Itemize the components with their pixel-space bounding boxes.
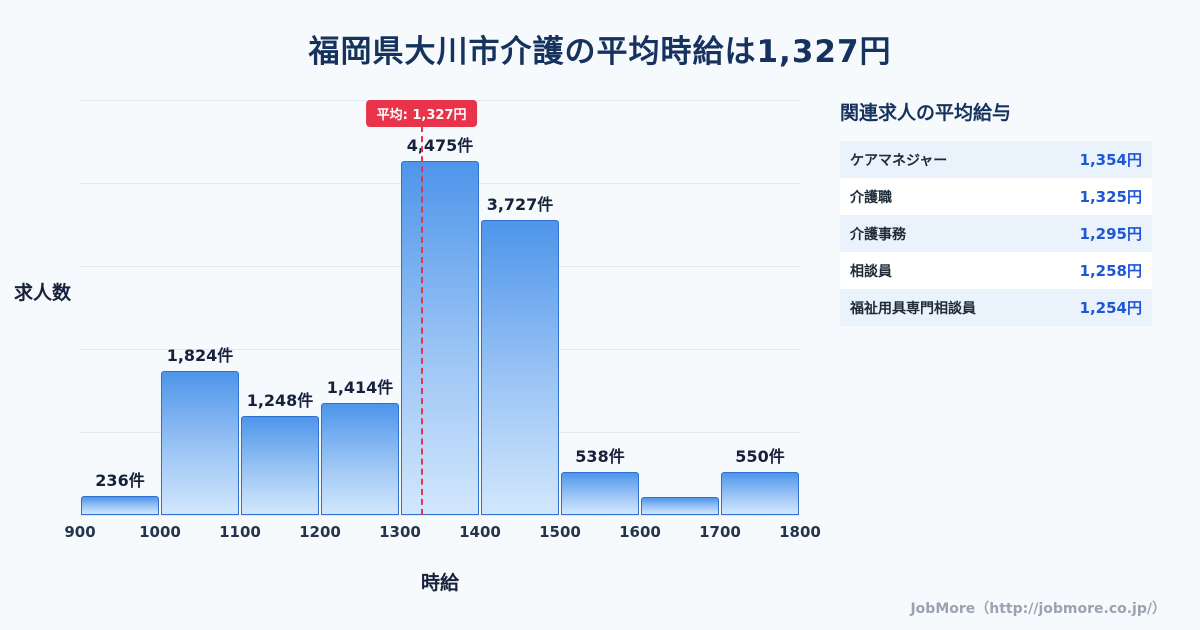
bar-value-label: 538件 <box>575 447 625 466</box>
histogram-bar <box>641 497 719 515</box>
histogram-bar: 236件 <box>81 471 159 515</box>
table-row: 介護職 1,325円 <box>840 178 1152 215</box>
y-axis-label: 求人数 <box>14 282 72 304</box>
bar-value-label: 1,824件 <box>166 346 234 365</box>
related-jobs-table: ケアマネジャー 1,354円 介護職 1,325円 介護事務 1,295円 相談… <box>840 141 1152 326</box>
bar-value-label: 3,727件 <box>486 195 554 214</box>
job-label: 介護職 <box>850 189 892 206</box>
table-row: 相談員 1,258円 <box>840 252 1152 289</box>
histogram-plot: 236件 1,824件 1,248件 1,414件 4,475件 3,727件 … <box>64 100 821 541</box>
x-tick: 1500 <box>539 523 581 541</box>
x-tick: 1300 <box>379 523 421 541</box>
histogram-bar: 1,824件 <box>161 346 239 515</box>
x-axis-label: 時給 <box>420 572 459 594</box>
bar-rect <box>81 496 159 515</box>
job-label: ケアマネジャー <box>850 152 948 169</box>
average-badge: 平均: 1,327円 <box>365 100 478 127</box>
bar-rect <box>241 416 319 515</box>
page-title: 福岡県大川市介護の平均時給は1,327円 <box>308 34 892 70</box>
gridline <box>80 515 800 516</box>
bar-rect <box>641 497 719 515</box>
x-tick: 900 <box>64 523 96 541</box>
histogram-bar: 3,727件 <box>481 195 559 515</box>
histogram-bar: 1,248件 <box>241 391 319 515</box>
bar-rect <box>401 161 479 515</box>
x-tick: 1700 <box>699 523 741 541</box>
job-wage: 1,325円 <box>1079 188 1142 206</box>
x-axis-ticks: 900 1000 1100 1200 1300 1400 1500 1600 1… <box>64 515 821 541</box>
bar-rect <box>321 403 399 515</box>
job-label: 相談員 <box>850 263 892 280</box>
job-label: 介護事務 <box>850 226 906 243</box>
x-tick: 1600 <box>619 523 661 541</box>
job-label: 福祉用具専門相談員 <box>850 300 976 317</box>
table-row: 介護事務 1,295円 <box>840 215 1152 252</box>
related-jobs-title: 関連求人の平均給与 <box>840 102 1012 124</box>
job-wage: 1,354円 <box>1079 151 1142 169</box>
bar-value-label: 236件 <box>95 471 145 490</box>
job-wage: 1,254円 <box>1079 299 1142 317</box>
bar-value-label: 550件 <box>735 447 785 466</box>
bar-rect <box>481 220 559 515</box>
average-line <box>420 126 423 515</box>
x-tick: 1400 <box>459 523 501 541</box>
job-wage: 1,295円 <box>1079 225 1142 243</box>
table-row: 福祉用具専門相談員 1,254円 <box>840 289 1152 326</box>
histogram-bar: 1,414件 <box>321 378 399 515</box>
histogram-bar: 538件 <box>561 447 639 515</box>
bar-value-label: 1,248件 <box>246 391 314 410</box>
histogram-bar: 550件 <box>721 447 799 515</box>
related-jobs-panel: 関連求人の平均給与 ケアマネジャー 1,354円 介護職 1,325円 介護事務… <box>840 98 1152 326</box>
table-row: ケアマネジャー 1,354円 <box>840 141 1152 178</box>
job-wage: 1,258円 <box>1079 262 1142 280</box>
x-tick: 1200 <box>299 523 341 541</box>
x-tick: 1100 <box>219 523 261 541</box>
x-tick: 1800 <box>779 523 821 541</box>
bar-value-label: 4,475件 <box>406 136 474 155</box>
histogram-bar: 4,475件 <box>401 136 479 515</box>
bar-rect <box>561 472 639 515</box>
x-tick: 1000 <box>139 523 181 541</box>
bar-value-label: 1,414件 <box>326 378 394 397</box>
bar-rect <box>161 371 239 515</box>
source-credit: JobMore（http://jobmore.co.jp/） <box>910 601 1166 617</box>
bar-rect <box>721 472 799 515</box>
